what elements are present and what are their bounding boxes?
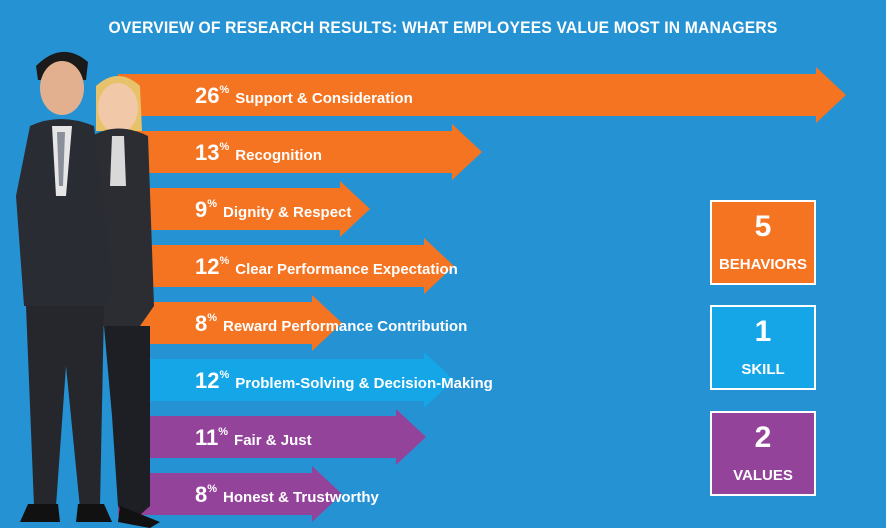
bar-value: 12 [195, 254, 219, 279]
business-people-illustration [16, 51, 160, 528]
bar-value: 11 [195, 425, 218, 450]
bar-value: 12 [195, 368, 219, 393]
bar-value: 26 [195, 83, 219, 108]
bar-unit: % [207, 312, 217, 324]
bar-unit: % [219, 84, 229, 96]
summary-count: 1 [754, 315, 772, 348]
bar-value: 13 [195, 140, 219, 165]
summary-box-skill: 1 SKILL [710, 305, 816, 390]
arrow-label-6: 12% Problem-Solving & Decision-Making [195, 368, 493, 393]
bar-category-label: Honest & Trustworthy [223, 489, 380, 506]
bar-unit: % [218, 426, 228, 438]
summary-count: 2 [754, 421, 772, 454]
bar-value: 8 [195, 311, 207, 336]
summary-label: SKILL [741, 361, 785, 378]
bar-unit: % [219, 369, 229, 381]
bar-unit: % [207, 198, 217, 210]
arrow-bar-8 [118, 466, 342, 522]
summary-count: 5 [754, 210, 772, 243]
bar-unit: % [207, 483, 217, 495]
bar-unit: % [219, 255, 229, 267]
bar-category-label: Reward Performance Contribution [223, 318, 467, 335]
bar-value: 9 [195, 197, 207, 222]
arrow-label-8: 8% Honest & Trustworthy [195, 482, 380, 507]
summary-label: VALUES [733, 467, 793, 484]
arrow-bar-3 [118, 181, 370, 237]
bar-category-label: Support & Consideration [235, 90, 413, 107]
chart-title: OVERVIEW OF RESEARCH RESULTS: WHAT EMPLO… [108, 18, 778, 37]
summary-box-behaviors: 5 BEHAVIORS [710, 200, 816, 285]
man-figure [16, 51, 112, 522]
bar-category-label: Problem-Solving & Decision-Making [235, 375, 493, 392]
bar-category-label: Fair & Just [234, 432, 312, 449]
arrow-bar-4 [118, 238, 454, 294]
summary-box-values: 2 VALUES [710, 411, 816, 496]
bar-category-label: Recognition [235, 147, 322, 164]
arrow-label-3: 9% Dignity & Respect [195, 197, 351, 222]
arrow-label-5: 8% Reward Performance Contribution [195, 311, 467, 336]
bar-unit: % [219, 141, 229, 153]
arrow-bar-1 [118, 67, 846, 123]
arrow-label-4: 12% Clear Performance Expectation [195, 254, 458, 279]
summary-label: BEHAVIORS [718, 256, 808, 273]
bar-category-label: Dignity & Respect [223, 204, 351, 221]
arrow-bar-2 [118, 124, 482, 180]
arrow-label-1: 26% Support & Consideration [195, 83, 413, 108]
arrow-bar-6 [118, 352, 454, 408]
bar-category-label: Clear Performance Expectation [235, 261, 458, 278]
bar-value: 8 [195, 482, 207, 507]
arrow-label-7: 11% Fair & Just [195, 425, 312, 450]
arrow-label-2: 13% Recognition [195, 140, 322, 165]
arrow-bar-5 [118, 295, 342, 351]
arrow-bar-7 [118, 409, 426, 465]
